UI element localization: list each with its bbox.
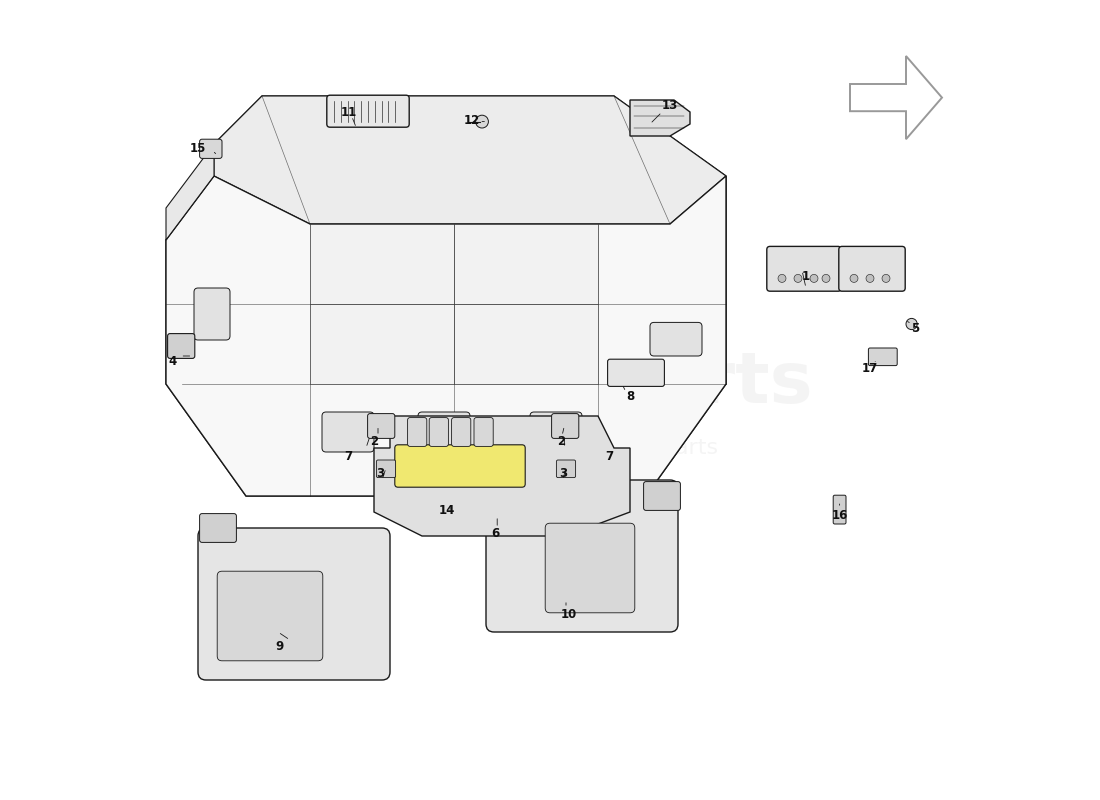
Text: 8: 8 <box>627 390 635 402</box>
FancyBboxPatch shape <box>486 480 678 632</box>
Text: 2: 2 <box>557 435 565 448</box>
Text: 4: 4 <box>168 355 176 368</box>
Polygon shape <box>310 304 454 384</box>
Text: 15: 15 <box>190 142 206 154</box>
Text: 5: 5 <box>911 322 918 334</box>
FancyBboxPatch shape <box>408 418 427 446</box>
Polygon shape <box>454 224 598 304</box>
FancyBboxPatch shape <box>167 334 195 358</box>
Circle shape <box>475 115 488 128</box>
Circle shape <box>906 318 917 330</box>
FancyBboxPatch shape <box>376 460 396 478</box>
FancyBboxPatch shape <box>198 528 390 680</box>
FancyBboxPatch shape <box>546 523 635 613</box>
Circle shape <box>778 274 786 282</box>
Polygon shape <box>454 304 598 384</box>
FancyBboxPatch shape <box>452 418 471 446</box>
FancyBboxPatch shape <box>833 495 846 524</box>
Text: 10: 10 <box>561 608 578 621</box>
Text: 7: 7 <box>605 450 614 462</box>
FancyBboxPatch shape <box>367 414 395 438</box>
Circle shape <box>866 274 874 282</box>
Text: 7: 7 <box>344 450 352 462</box>
Polygon shape <box>310 224 454 304</box>
Circle shape <box>810 274 818 282</box>
Text: 12: 12 <box>463 114 480 126</box>
Text: since 1985: since 1985 <box>564 487 663 505</box>
Polygon shape <box>214 96 726 224</box>
FancyBboxPatch shape <box>199 514 236 542</box>
Text: 9: 9 <box>275 640 284 653</box>
FancyBboxPatch shape <box>217 571 322 661</box>
Text: 16: 16 <box>832 509 848 522</box>
FancyBboxPatch shape <box>557 460 575 478</box>
Text: 13: 13 <box>662 99 678 112</box>
Text: 2: 2 <box>370 435 378 448</box>
Circle shape <box>882 274 890 282</box>
FancyBboxPatch shape <box>607 359 664 386</box>
FancyBboxPatch shape <box>644 482 681 510</box>
FancyBboxPatch shape <box>839 246 905 291</box>
FancyBboxPatch shape <box>650 322 702 356</box>
FancyBboxPatch shape <box>551 414 579 438</box>
Circle shape <box>794 274 802 282</box>
Text: 1: 1 <box>802 270 810 282</box>
Polygon shape <box>630 100 690 136</box>
Text: 3: 3 <box>376 467 385 480</box>
FancyBboxPatch shape <box>327 95 409 127</box>
FancyBboxPatch shape <box>429 418 449 446</box>
Text: 14: 14 <box>439 504 455 517</box>
Polygon shape <box>166 96 726 496</box>
Text: 6: 6 <box>492 527 499 540</box>
FancyBboxPatch shape <box>418 412 470 452</box>
FancyBboxPatch shape <box>530 412 582 452</box>
FancyBboxPatch shape <box>767 246 842 291</box>
Circle shape <box>822 274 830 282</box>
FancyBboxPatch shape <box>199 139 222 158</box>
FancyBboxPatch shape <box>322 412 374 452</box>
Text: 3: 3 <box>559 467 566 480</box>
Text: euroParts: euroParts <box>415 350 813 418</box>
Text: 17: 17 <box>862 362 878 374</box>
Circle shape <box>850 274 858 282</box>
Text: a passion for parts: a passion for parts <box>510 438 718 458</box>
FancyBboxPatch shape <box>474 418 493 446</box>
Polygon shape <box>166 144 214 240</box>
FancyBboxPatch shape <box>868 348 898 366</box>
Polygon shape <box>374 416 630 536</box>
FancyBboxPatch shape <box>395 445 525 487</box>
Text: 11: 11 <box>340 106 356 118</box>
FancyBboxPatch shape <box>194 288 230 340</box>
Polygon shape <box>166 176 726 496</box>
